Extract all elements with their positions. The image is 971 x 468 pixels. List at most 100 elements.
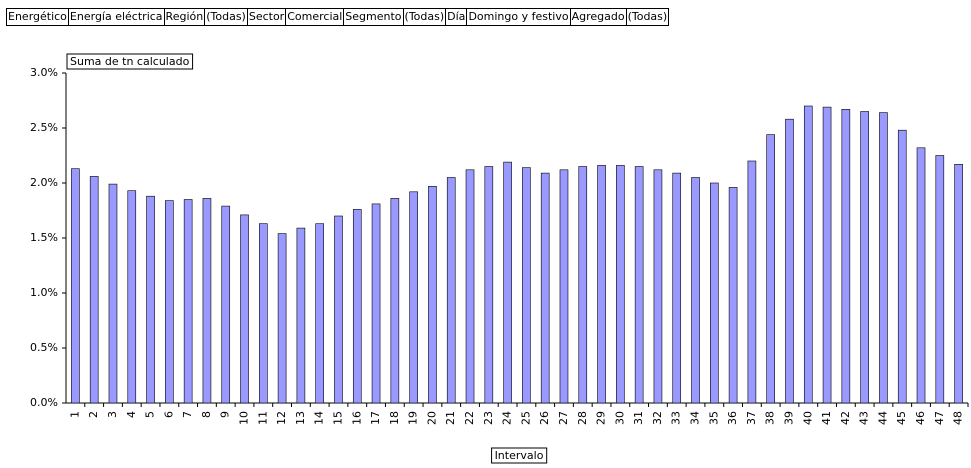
x-tick-label: 3 — [106, 411, 119, 418]
x-tick-label: 11 — [256, 411, 269, 425]
bar — [371, 203, 381, 404]
x-tick-label: 42 — [839, 411, 852, 425]
x-tick-label: 6 — [162, 411, 175, 418]
y-tick-label: 1.0% — [30, 286, 58, 299]
chart-title: Suma de tn calculado — [70, 55, 190, 68]
bar — [803, 105, 813, 404]
bar — [108, 183, 118, 404]
bar — [728, 187, 738, 404]
bar — [653, 169, 663, 404]
bar — [202, 198, 212, 404]
x-tick-label: 29 — [595, 411, 608, 425]
bar — [352, 209, 362, 404]
y-tick-label: 2.5% — [30, 121, 58, 134]
bar — [409, 191, 418, 404]
bar — [315, 223, 324, 404]
bar — [691, 177, 700, 404]
x-tick-label: 18 — [388, 411, 401, 425]
x-tick-label: 31 — [632, 411, 645, 425]
x-tick-label: 20 — [425, 411, 438, 425]
bar — [296, 227, 306, 404]
bar — [616, 165, 625, 404]
x-tick-label: 19 — [407, 411, 420, 425]
y-tick-label: 1.5% — [30, 231, 58, 244]
bar — [897, 129, 907, 404]
x-tick-label: 45 — [895, 411, 908, 425]
x-tick-label: 21 — [444, 411, 457, 425]
x-label-box — [491, 447, 548, 464]
x-tick-label: 22 — [463, 411, 476, 425]
bar — [822, 106, 832, 404]
x-tick-label: 48 — [952, 411, 965, 425]
bar — [710, 182, 719, 404]
x-tick-label: 44 — [876, 411, 889, 425]
y-tick-label: 0.5% — [30, 341, 58, 354]
bar — [634, 166, 644, 404]
x-tick-label: 35 — [707, 411, 720, 425]
x-tick-label: 26 — [538, 411, 551, 425]
bar — [860, 111, 869, 404]
x-tick-label: 43 — [858, 411, 871, 425]
bar — [935, 155, 945, 404]
bar — [127, 190, 137, 404]
x-tick-label: 4 — [125, 411, 138, 418]
x-tick-label: 5 — [144, 411, 157, 418]
x-tick-label: 39 — [782, 411, 795, 425]
bar — [954, 164, 963, 404]
x-tick-label: 30 — [613, 411, 626, 425]
bar — [428, 186, 437, 404]
x-tick-label: 32 — [651, 411, 664, 425]
bar — [259, 223, 268, 404]
bar — [747, 160, 757, 404]
bar — [766, 134, 775, 404]
x-tick-label: 10 — [238, 411, 251, 425]
x-tick-label: 2 — [87, 411, 100, 418]
bar — [879, 112, 888, 404]
bar — [446, 177, 456, 404]
x-tick-label: 47 — [933, 411, 946, 425]
bar — [277, 233, 287, 404]
x-tick-label: 28 — [576, 411, 589, 425]
bar — [503, 161, 512, 404]
bar — [89, 176, 99, 404]
x-tick-label: 7 — [181, 411, 194, 418]
x-tick-label: 34 — [689, 411, 702, 425]
x-tick-label: 25 — [519, 411, 532, 425]
bar — [672, 172, 682, 404]
bar — [484, 166, 494, 404]
x-tick-label: 41 — [820, 411, 833, 425]
x-tick-label: 46 — [914, 411, 927, 425]
y-tick-label: 3.0% — [30, 66, 58, 79]
bar — [334, 215, 343, 404]
bar — [916, 147, 926, 404]
x-tick-label: 13 — [294, 411, 307, 425]
x-tick-label: 17 — [369, 411, 382, 425]
x-tick-label: 1 — [68, 411, 81, 418]
filter-bar: Energético Energía eléctrica Región (Todas)… — [6, 8, 670, 26]
x-tick-label: 40 — [801, 411, 814, 425]
y-tick-label: 2.0% — [30, 176, 58, 189]
bar — [540, 172, 550, 404]
x-tick-label: 36 — [726, 411, 739, 425]
x-tick-label: 27 — [557, 411, 570, 425]
x-tick-label: 8 — [200, 411, 213, 418]
x-tick-label: 23 — [482, 411, 495, 425]
bar — [221, 205, 231, 404]
title-box — [66, 53, 194, 70]
bar — [522, 167, 531, 404]
bar — [240, 214, 249, 404]
bar — [183, 199, 193, 404]
x-tick-label: 16 — [350, 411, 363, 425]
x-tick-label: 15 — [331, 411, 344, 425]
bar — [71, 168, 80, 404]
bar — [165, 200, 174, 404]
bar — [785, 118, 794, 404]
x-tick-label: 14 — [313, 411, 326, 425]
x-tick-label: 38 — [764, 411, 777, 425]
bar — [146, 195, 155, 404]
filter-value[interactable]: (Todas) — [625, 8, 670, 26]
x-tick-label: 24 — [501, 411, 514, 425]
x-tick-label: 12 — [275, 411, 288, 425]
